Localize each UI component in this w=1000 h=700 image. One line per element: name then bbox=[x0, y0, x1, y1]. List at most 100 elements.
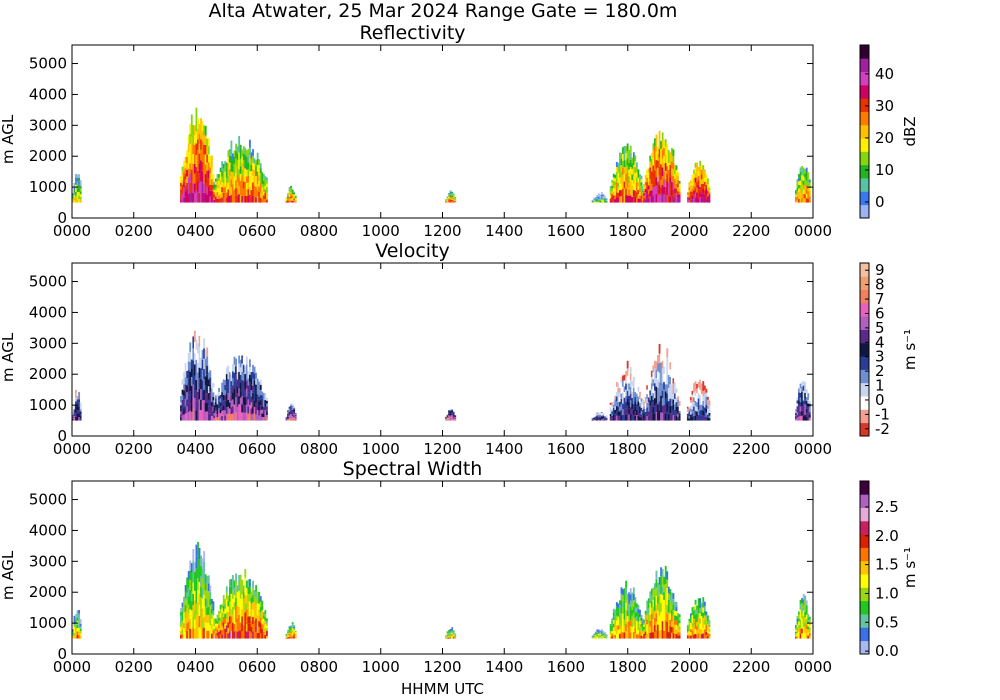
velocity-colorbar-swatch bbox=[860, 382, 869, 397]
velocity-y-tick-label: 5000 bbox=[29, 273, 67, 291]
reflectivity-x-tick-label: 1600 bbox=[547, 222, 585, 240]
velocity-x-tick-label: 0800 bbox=[300, 440, 338, 458]
velocity-colorbar-swatch bbox=[860, 409, 869, 424]
reflectivity-colorbar-swatch bbox=[860, 138, 869, 152]
spectral-width-echo-6 bbox=[609, 580, 645, 639]
spectral-width-colorbar-label: m s⁻¹ bbox=[901, 547, 919, 588]
velocity-y-tick-label: 0 bbox=[57, 427, 67, 445]
reflectivity-echo-4 bbox=[445, 190, 457, 203]
velocity-colorbar-swatch bbox=[860, 369, 869, 384]
spectral-width-x-tick-label: 1800 bbox=[609, 658, 647, 676]
reflectivity-x-tick-label: 2000 bbox=[670, 222, 708, 240]
velocity-echo-8 bbox=[686, 376, 711, 421]
spectral-width-colorbar-swatch bbox=[860, 614, 869, 628]
spectral-width-echo-1 bbox=[180, 541, 215, 639]
reflectivity-colorbar-swatch bbox=[860, 191, 869, 206]
spectral-width-colorbar-swatch bbox=[860, 547, 869, 562]
velocity-x-tick-label: 2000 bbox=[670, 440, 708, 458]
velocity-y-tick-label: 3000 bbox=[29, 334, 67, 352]
reflectivity-x-tick-label: 0000 bbox=[794, 222, 832, 240]
spectral-width-colorbar-tick-label: 0.0 bbox=[875, 642, 899, 660]
spectral-width-colorbar-swatch bbox=[860, 520, 869, 535]
velocity-colorbar-tick-label: -2 bbox=[875, 420, 890, 438]
reflectivity-echo-6 bbox=[609, 143, 645, 203]
velocity-colorbar-swatch bbox=[860, 263, 869, 277]
velocity-colorbar-swatch bbox=[860, 342, 869, 357]
reflectivity-colorbar: 0 10 20 30 40 dBZ bbox=[859, 44, 919, 219]
spectral-width-x-axis: 0000 0200 0400 0600 0800 1000 1200 1400 1600 1800… bbox=[53, 481, 832, 676]
velocity-y-tick-label: 4000 bbox=[29, 303, 67, 321]
reflectivity-echo-8 bbox=[686, 160, 711, 203]
velocity-colorbar-tick-label: 9 bbox=[875, 261, 885, 279]
spectral-width-panel: Spectral Width 0000 0200 0400 0600 0800 1000 12… bbox=[0, 458, 919, 698]
spectral-width-colorbar-swatch bbox=[860, 627, 869, 642]
reflectivity-echo-5 bbox=[591, 192, 608, 203]
velocity-x-tick-label: 0200 bbox=[115, 440, 153, 458]
spectral-width-colorbar-swatch bbox=[860, 640, 869, 655]
reflectivity-x-tick-label: 1000 bbox=[362, 222, 400, 240]
spectral-width-colorbar-swatch bbox=[860, 574, 869, 588]
spectral-width-echo-0 bbox=[72, 610, 82, 639]
reflectivity-colorbar-swatch bbox=[860, 151, 869, 166]
spectral-width-x-tick-label: 2000 bbox=[670, 658, 708, 676]
velocity-colorbar-tick-label: -1 bbox=[875, 405, 890, 423]
reflectivity-y-tick-label: 0 bbox=[57, 209, 67, 227]
spectral-width-echo-4 bbox=[445, 627, 457, 639]
velocity-colorbar-tick-label: 7 bbox=[875, 290, 885, 308]
spectral-width-x-tick-label: 0600 bbox=[238, 658, 276, 676]
spectral-width-colorbar-swatch bbox=[860, 600, 869, 615]
reflectivity-echo-3 bbox=[285, 185, 297, 203]
reflectivity-colorbar-swatch bbox=[860, 124, 869, 139]
velocity-colorbar-tick-label: 4 bbox=[875, 333, 885, 351]
velocity-colorbar-tick-label: 1 bbox=[875, 377, 885, 395]
reflectivity-colorbar-swatch bbox=[860, 45, 869, 59]
reflectivity-x-tick-label: 0800 bbox=[300, 222, 338, 240]
spectral-width-echo-3 bbox=[285, 622, 297, 639]
reflectivity-y-tick-label: 5000 bbox=[29, 55, 67, 73]
spectral-width-x-tick-label: 0400 bbox=[176, 658, 214, 676]
velocity-echo-0 bbox=[72, 389, 82, 421]
velocity-colorbar-swatch bbox=[860, 276, 869, 291]
reflectivity-colorbar-tick-label: 30 bbox=[875, 97, 894, 115]
spectral-width-echo-8 bbox=[686, 597, 711, 639]
velocity-echo-3 bbox=[285, 403, 297, 421]
spectral-width-x-tick-label: 1600 bbox=[547, 658, 585, 676]
reflectivity-x-tick-label: 0200 bbox=[115, 222, 153, 240]
spectral-width-x-tick-label: 2200 bbox=[732, 658, 770, 676]
reflectivity-x-axis: 0000 0200 0400 0600 0800 1000 1200 1400 1600 1800… bbox=[53, 45, 832, 240]
velocity-x-axis: 0000 0200 0400 0600 0800 1000 1200 1400 1600 1800… bbox=[53, 263, 832, 458]
spectral-width-colorbar-swatch bbox=[860, 507, 869, 522]
velocity-title: Velocity bbox=[375, 240, 450, 262]
velocity-colorbar-swatch bbox=[860, 396, 869, 410]
reflectivity-y-tick-label: 1000 bbox=[29, 178, 67, 196]
reflectivity-colorbar-swatch bbox=[860, 111, 869, 126]
velocity-colorbar-tick-label: 0 bbox=[875, 391, 885, 409]
reflectivity-echo-9 bbox=[794, 165, 811, 203]
spectral-width-y-tick-label: 0 bbox=[57, 645, 67, 663]
reflectivity-colorbar-tick-label: 40 bbox=[875, 65, 894, 83]
spectral-width-echo-7 bbox=[643, 565, 681, 639]
spectral-width-title: Spectral Width bbox=[343, 458, 483, 480]
spectral-width-y-tick-label: 4000 bbox=[29, 521, 67, 539]
velocity-colorbar-tick-label: 2 bbox=[875, 362, 885, 380]
velocity-x-tick-label: 1000 bbox=[362, 440, 400, 458]
spectral-width-colorbar-swatch bbox=[860, 560, 869, 575]
velocity-echo-5 bbox=[591, 410, 608, 421]
reflectivity-colorbar-swatch bbox=[860, 98, 869, 112]
velocity-colorbar-swatch bbox=[860, 329, 869, 344]
reflectivity-y-tick-label: 4000 bbox=[29, 85, 67, 103]
velocity-x-tick-label: 0000 bbox=[794, 440, 832, 458]
spectral-width-x-tick-label: 1400 bbox=[485, 658, 523, 676]
velocity-echo-7 bbox=[643, 343, 681, 421]
reflectivity-colorbar-swatch bbox=[860, 84, 869, 99]
spectral-width-colorbar-tick-label: 1.5 bbox=[875, 556, 899, 574]
spectral-width-colorbar-swatch bbox=[860, 481, 869, 495]
velocity-colorbar-tick-label: 8 bbox=[875, 276, 885, 294]
velocity-echo-9 bbox=[794, 376, 811, 421]
velocity-colorbar-swatch bbox=[860, 302, 869, 317]
velocity-y-tick-label: 1000 bbox=[29, 396, 67, 414]
velocity-colorbar-tick-label: 5 bbox=[875, 319, 885, 337]
